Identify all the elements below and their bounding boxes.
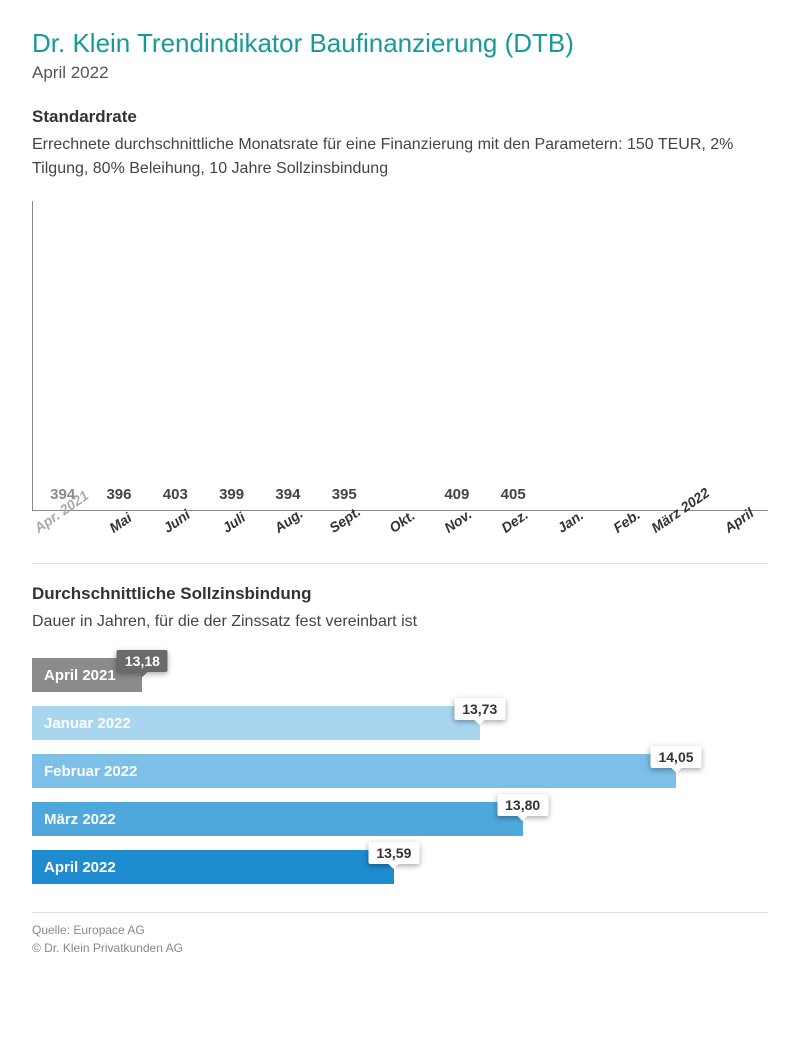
hbar-label: Januar 2022 xyxy=(44,715,131,732)
standardrate-desc: Errechnete durchschnittliche Monatsrate … xyxy=(32,133,768,181)
hbar-value-marker: 14,05 xyxy=(650,746,701,768)
bar-label: Okt. xyxy=(386,507,417,536)
hbar-value-marker: 13,73 xyxy=(454,698,505,720)
hbar-label: Februar 2022 xyxy=(44,763,137,780)
bar-label: Juli xyxy=(219,509,248,536)
bar-value: 394 xyxy=(275,486,300,503)
sollzins-title: Durchschnittliche Sollzinsbindung xyxy=(32,584,768,604)
bar-value: 405 xyxy=(501,486,526,503)
bar-value: 396 xyxy=(106,486,131,503)
footer-copyright: © Dr. Klein Privatkunden AG xyxy=(32,939,768,957)
bar-label: Aug. xyxy=(272,505,307,536)
footer-source: Quelle: Europace AG xyxy=(32,921,768,939)
sollzins-chart: April 202113,18Januar 202213,73Februar 2… xyxy=(32,658,768,884)
standardrate-chart: 394Apr. 2021396Mai403Juni399Juli394Aug.3… xyxy=(32,201,768,511)
standardrate-title: Standardrate xyxy=(32,107,768,127)
bar-label: Nov. xyxy=(441,506,474,536)
hbar-label: April 2021 xyxy=(44,667,116,684)
hbar-row: April 202113,18 xyxy=(32,658,768,692)
bar-value: 405 xyxy=(388,486,413,503)
hbar-value-marker: 13,80 xyxy=(497,794,548,816)
page-title: Dr. Klein Trendindikator Baufinanzierung… xyxy=(32,28,768,59)
page-subtitle: April 2022 xyxy=(32,63,768,83)
hbar-row: März 202213,80 xyxy=(32,802,768,836)
bar-value: 399 xyxy=(219,486,244,503)
hbar: März 2022 xyxy=(32,802,523,836)
hbar-value-marker: 13,59 xyxy=(368,842,419,864)
hbar-row: Januar 202213,73 xyxy=(32,706,768,740)
bar-label: Mai xyxy=(106,509,134,535)
hbar: Januar 2022 xyxy=(32,706,480,740)
hbar-label: März 2022 xyxy=(44,811,116,828)
bar-value: 395 xyxy=(332,486,357,503)
bar-value: 409 xyxy=(444,486,469,503)
hbar-row: April 202213,59 xyxy=(32,850,768,884)
bar-label: Dez. xyxy=(498,506,531,536)
hbar-label: April 2022 xyxy=(44,859,116,876)
bar-label: Juni xyxy=(160,506,193,536)
hbar: Februar 2022 xyxy=(32,754,676,788)
hbar-row: Februar 202214,05 xyxy=(32,754,768,788)
hbar: April 2022 xyxy=(32,850,394,884)
bar-label: Sept. xyxy=(326,503,363,536)
hbar-value-marker: 13,18 xyxy=(117,650,168,672)
footer: Quelle: Europace AG © Dr. Klein Privatku… xyxy=(32,912,768,957)
sollzins-desc: Dauer in Jahren, für die der Zinssatz fe… xyxy=(32,610,768,634)
section-divider xyxy=(32,563,768,564)
bar-value: 403 xyxy=(163,486,188,503)
